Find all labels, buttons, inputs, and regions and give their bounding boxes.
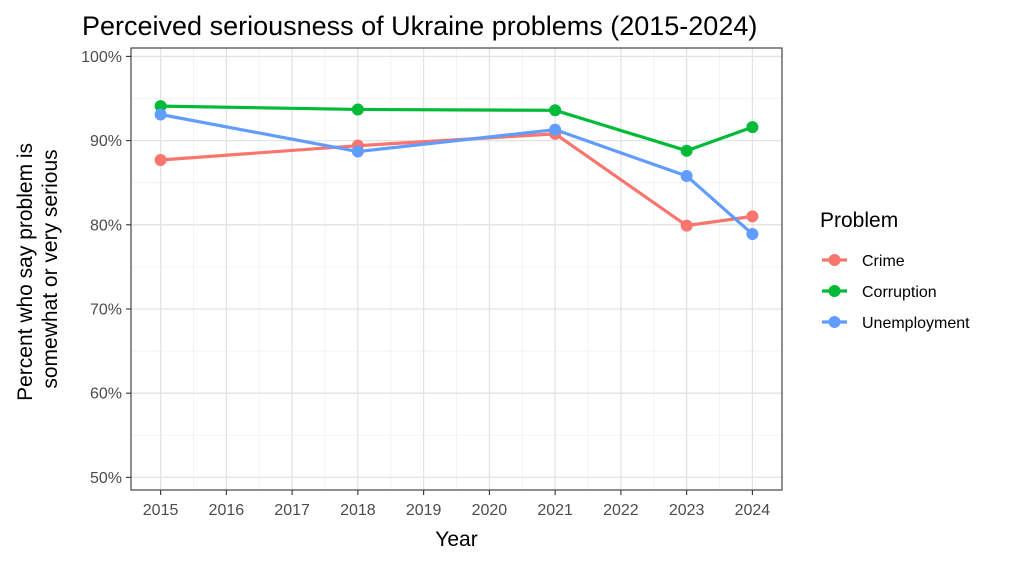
major-gridlines [131,48,782,490]
y-tick-label: 70% [90,301,122,318]
legend-item-corruption: Corruption [822,284,937,301]
x-tick-label: 2024 [735,502,771,519]
data-point-crime [746,210,759,223]
legend-title: Problem [820,209,898,232]
data-point-crime [154,153,167,166]
x-tick-label: 2016 [209,502,245,519]
legend-items: Crime Corruption Unemployment [822,253,970,332]
x-tick-label: 2020 [472,502,508,519]
legend-item-unemployment: Unemployment [822,315,970,332]
x-tick-label: 2018 [340,502,376,519]
data-point-unemployment [746,228,759,241]
legend-key-point [828,285,841,297]
y-tick-label: 100% [81,49,122,66]
legend-label: Crime [862,253,905,270]
y-axis: 50% 60% 70% 80% 90% 100% [81,49,131,487]
y-tick-label: 50% [90,470,122,487]
y-tick-label: 90% [90,133,122,150]
data-point-unemployment [351,145,364,158]
y-axis-title-line-2: somewhat or very serious [39,149,62,388]
legend-key-point [828,254,841,266]
minor-gridlines [131,48,782,490]
y-tick-label: 60% [90,386,122,403]
x-tick-label: 2021 [537,502,573,519]
data-point-corruption [549,104,562,117]
y-axis-title-line-1: Percent who say problem is [14,143,37,401]
data-point-corruption [154,100,167,113]
data-point-corruption [680,144,693,157]
legend-item-crime: Crime [822,253,905,270]
data-point-unemployment [154,108,167,121]
y-tick-label: 80% [90,217,122,234]
series-layer [154,100,759,241]
x-tick-label: 2023 [669,502,705,519]
y-axis-title: Percent who say problem is somewhat or v… [14,137,62,401]
x-tick-label: 2019 [406,502,442,519]
x-tick-label: 2017 [274,502,310,519]
data-point-corruption [746,121,759,134]
chart-title: Perceived seriousness of Ukraine problem… [82,11,757,41]
legend-key-point [828,316,841,328]
x-axis: 2015 2016 2017 2018 2019 2020 2021 2022 2023 2024 [143,490,771,519]
x-tick-label: 2015 [143,502,179,519]
data-point-unemployment [549,123,562,136]
legend-label: Corruption [862,284,937,301]
legend: Problem Crime Corruption Unemployment [820,209,970,332]
x-tick-label: 2022 [603,502,639,519]
data-point-crime [680,219,693,232]
data-point-corruption [351,103,364,116]
plot-border [130,47,783,491]
legend-label: Unemployment [862,315,970,332]
x-axis-title: Year [435,528,477,551]
data-point-unemployment [680,169,693,182]
